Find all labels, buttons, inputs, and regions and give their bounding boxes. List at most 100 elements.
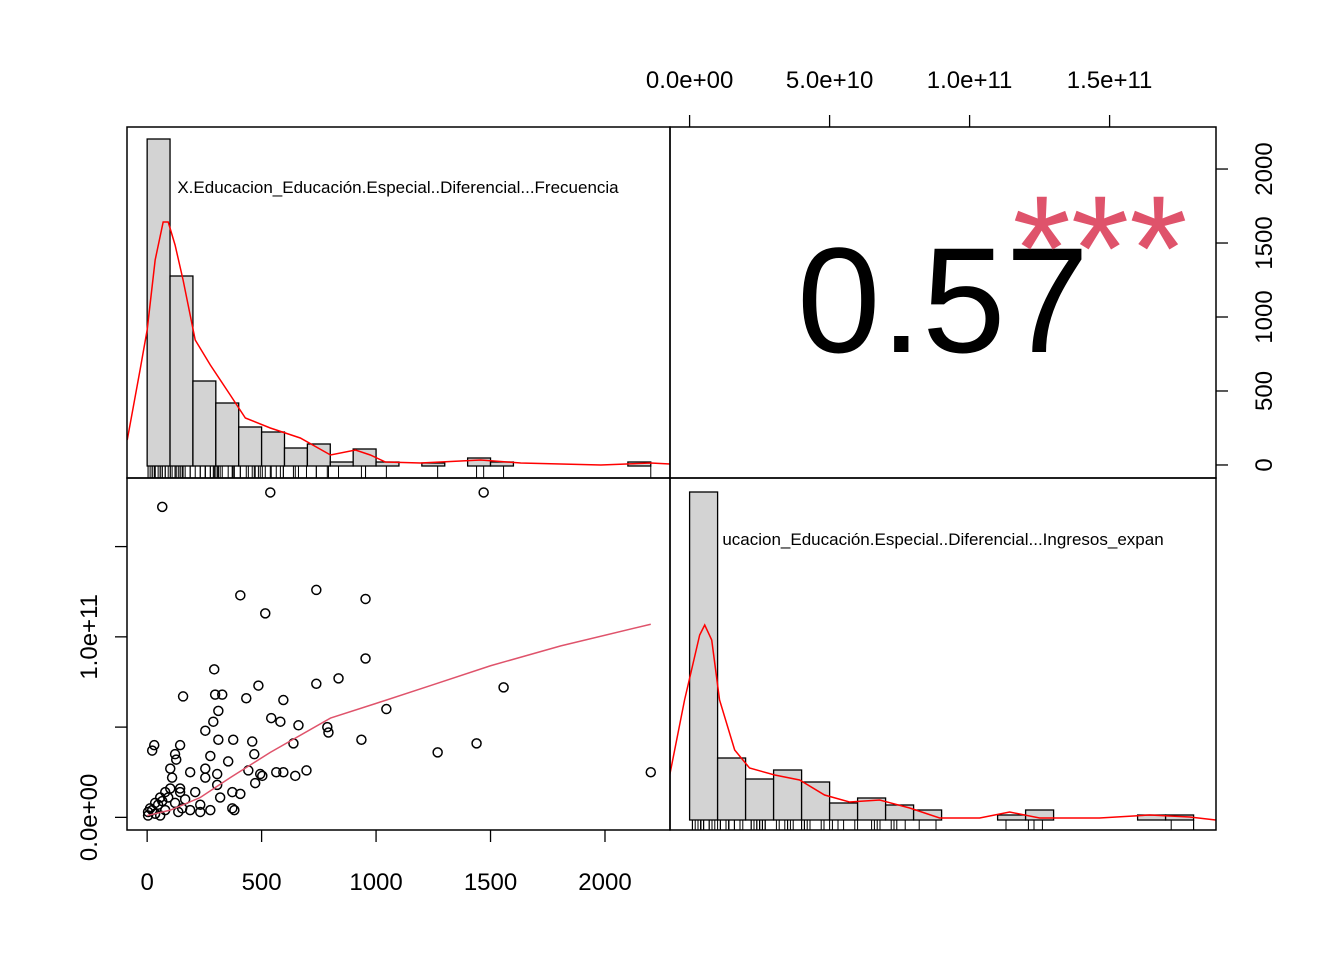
- histogram-bar: [169, 275, 194, 467]
- y2-tick-label: 1500: [1251, 216, 1278, 269]
- scatter-point: [432, 747, 443, 758]
- scatter-point: [323, 727, 334, 738]
- histogram-bar: [912, 809, 943, 821]
- x2-tick-label: 0.0e+00: [646, 67, 733, 94]
- scatter-point: [249, 777, 261, 789]
- smooth-line: [146, 623, 651, 817]
- scatter-point: [195, 799, 206, 810]
- scatter-point: [278, 766, 289, 778]
- scatter-point: [278, 694, 289, 706]
- scatter-point: [227, 803, 238, 814]
- scatter-point: [208, 664, 220, 675]
- correlation-panel: 0.57 ***: [797, 164, 1188, 384]
- scatter-point: [200, 763, 211, 774]
- histogram-bar: [996, 814, 1027, 821]
- scatter-point: [227, 734, 239, 745]
- scatter-point: [260, 608, 271, 619]
- scatter-point: [166, 772, 178, 783]
- scatter-point: [311, 678, 322, 690]
- scatter-point: [249, 748, 260, 760]
- scatter-point: [290, 770, 301, 782]
- scatter-point: [478, 487, 489, 498]
- scatter-point: [174, 786, 186, 798]
- scatter-point: [205, 804, 216, 816]
- histogram-bar: [215, 402, 240, 467]
- histogram-bar: [828, 802, 859, 821]
- scatter-point: [165, 783, 176, 794]
- y2-tick-label: 2000: [1251, 142, 1278, 195]
- scatter-point: [184, 804, 196, 816]
- scatter-point: [311, 584, 322, 596]
- scatter-point: [200, 772, 211, 783]
- scatter-point: [265, 487, 276, 498]
- scatter-point: [227, 786, 238, 798]
- histogram-panel: ucacion_Educación.Especial..Diferencial.…: [670, 491, 1216, 830]
- scatter-point: [243, 765, 254, 776]
- scatter-point: [322, 721, 333, 733]
- scatter-point: [157, 501, 168, 513]
- x-tick-label: 1000: [349, 869, 402, 896]
- scatter-point: [189, 786, 201, 798]
- histogram-bar: [352, 448, 377, 467]
- axes: 0 500 1000 1500 2000 0.0e+00 1.0e+11 0.0e+00 5.0…: [76, 67, 1278, 896]
- histogram-bar: [260, 431, 286, 467]
- scatter-point: [149, 808, 161, 820]
- histogram-bar: [744, 778, 775, 821]
- x2-tick-label: 1.5e+11: [1067, 67, 1153, 94]
- x2-tick-label: 1.0e+11: [927, 67, 1013, 94]
- scatter-point: [200, 725, 211, 736]
- histogram-bar: [192, 380, 217, 467]
- scatter-point: [229, 804, 240, 816]
- scatter-point: [211, 779, 223, 791]
- scatter-point: [301, 765, 312, 776]
- scatter-point: [498, 682, 509, 693]
- scatter-point: [246, 736, 258, 747]
- scatter-point: [265, 712, 277, 724]
- scatter-point: [195, 806, 206, 818]
- scatter-point: [360, 653, 371, 664]
- histogram-bar: [329, 461, 354, 467]
- histogram-bar: [283, 447, 309, 467]
- scatter-point: [471, 738, 482, 749]
- scatter-point: [177, 691, 189, 702]
- scatter-point: [214, 792, 226, 803]
- y2-tick-label: 0: [1251, 458, 1278, 471]
- scatter-point: [257, 770, 268, 782]
- histogram-bar: [238, 426, 263, 467]
- scatter-point: [213, 734, 224, 745]
- scatter-point: [253, 680, 264, 691]
- significance: ***: [1012, 164, 1187, 332]
- scatter-point: [293, 720, 304, 731]
- density-line: [127, 221, 670, 466]
- panel-frame: [126, 477, 671, 831]
- scatter-point: [205, 750, 216, 762]
- histogram-bar: [800, 781, 831, 821]
- scatter-point: [170, 754, 182, 765]
- scatter-point: [254, 768, 266, 780]
- scatter-point: [208, 716, 219, 727]
- scatter-point: [645, 766, 657, 778]
- scatter-panel: [142, 487, 657, 821]
- panel-frame: [669, 477, 1217, 831]
- y2-tick-label: 1000: [1251, 290, 1278, 343]
- density-line: [670, 623, 1216, 821]
- scatter-point: [165, 763, 176, 774]
- scatter-point: [356, 734, 367, 745]
- scatter-point: [169, 748, 181, 760]
- y-tick-label: 1.0e+11: [76, 594, 103, 680]
- x-tick-label: 0: [140, 869, 153, 896]
- x2-tick-label: 5.0e+10: [786, 67, 873, 94]
- x-tick-label: 2000: [578, 869, 631, 896]
- scatter-point: [148, 739, 160, 751]
- scatter-point: [146, 745, 158, 756]
- histogram-panel: X.Educacion_Educación.Especial..Diferenc…: [127, 138, 670, 478]
- y-tick-label: 0.0e+00: [76, 774, 103, 861]
- scatter-point: [381, 703, 392, 715]
- histogram-bar: [466, 457, 492, 467]
- scatter-point: [275, 716, 286, 727]
- y2-tick-label: 500: [1251, 371, 1278, 411]
- variable-label: ucacion_Educación.Especial..Diferencial.…: [722, 530, 1163, 549]
- scatter-point: [174, 783, 186, 794]
